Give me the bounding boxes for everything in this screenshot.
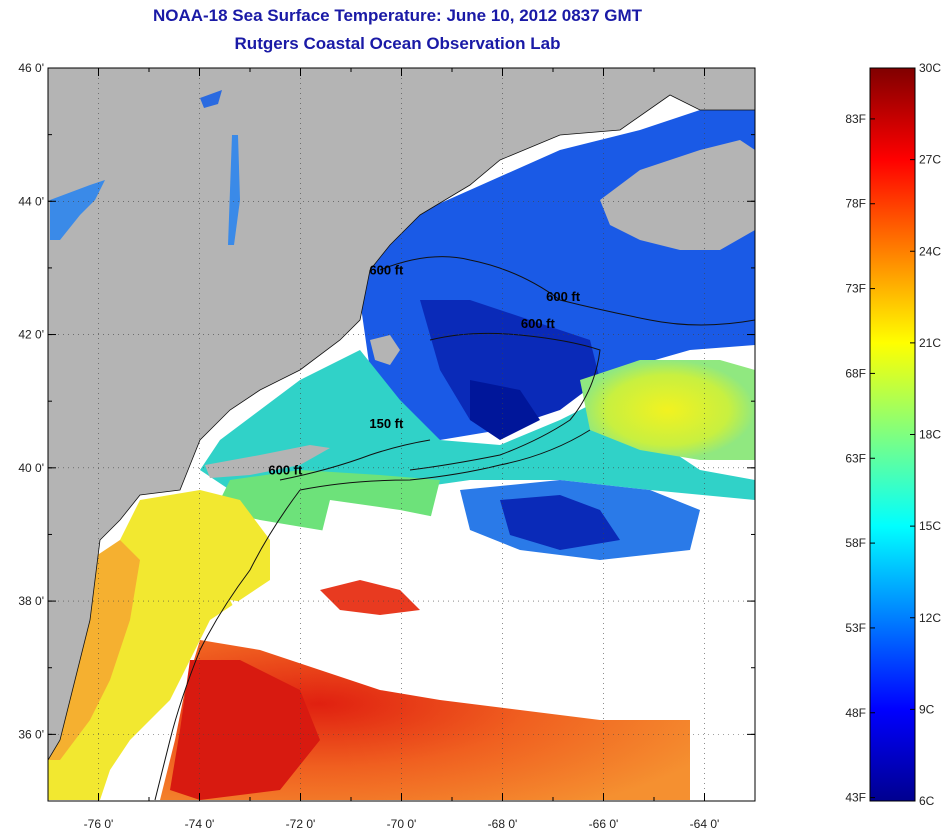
- lat-tick-label: 42 0': [18, 328, 44, 342]
- isobath-label: 600 ft: [546, 289, 581, 304]
- lake-small: [200, 90, 222, 108]
- lake-ontario: [50, 180, 105, 240]
- colorbar-f-label: 48F: [845, 706, 866, 720]
- cloud-patch-south: [230, 600, 755, 720]
- land-long-island: [205, 445, 330, 478]
- lat-tick-label: 40 0': [18, 461, 44, 475]
- colorbar-f-label: 43F: [845, 791, 866, 805]
- isobath-600ft-georges: [409, 332, 601, 471]
- colorbar-c-label: 15C: [919, 519, 941, 533]
- sst-very-cold-water: [420, 300, 600, 430]
- colorbar: 30C 27C 24C 21C 18C 15C 12C 9C 6C 83F 78F 73F 68F 63F…: [845, 61, 941, 808]
- colorbar-c-label: 6C: [919, 794, 935, 808]
- contour-labels: 600 ft 600 ft 600 ft 150 ft 600 ft: [268, 263, 580, 478]
- sst-field: [48, 68, 755, 801]
- sst-coldest-patch: [470, 380, 540, 440]
- colorbar-c-label: 27C: [919, 153, 941, 167]
- colorbar-f-label: 63F: [845, 451, 866, 465]
- lon-tick-label: -70 0': [387, 817, 417, 831]
- colorbar-f-label: 73F: [845, 282, 866, 296]
- sst-offshore-darkblue: [500, 495, 620, 550]
- sst-warm-filament: [320, 580, 420, 615]
- map-title: NOAA-18 Sea Surface Temperature: June 10…: [152, 6, 643, 25]
- sst-shelf-water: [200, 350, 755, 500]
- colorbar-c-label: 18C: [919, 428, 941, 442]
- colorbar-c-label: 30C: [919, 61, 941, 75]
- lon-tick-label: -68 0': [488, 817, 518, 831]
- isobath-label: 600 ft: [521, 316, 556, 331]
- sst-coastal-warm: [48, 490, 270, 800]
- lake-champlain: [228, 135, 240, 245]
- land-cape-cod: [370, 335, 400, 365]
- colorbar-c-label: 9C: [919, 702, 935, 716]
- colorbar-ticks: 30C 27C 24C 21C 18C 15C 12C 9C 6C 83F 78F 73F 68F 63F…: [845, 61, 941, 808]
- sst-coastal-orange: [48, 540, 140, 760]
- sst-gulf-stream-core: [170, 660, 320, 800]
- lat-tick-label: 44 0': [18, 194, 44, 208]
- isobath-label: 600 ft: [369, 263, 404, 278]
- lon-tick-label: -74 0': [185, 817, 215, 831]
- colorbar-scale: [869, 67, 916, 802]
- lat-lon-grid: [48, 67, 755, 801]
- lon-tick-label: -76 0': [84, 817, 114, 831]
- colorbar-f-label: 78F: [845, 197, 866, 211]
- map-subtitle: Rutgers Coastal Ocean Observation Lab: [234, 34, 561, 53]
- lat-tick-label: 46 0': [18, 61, 44, 75]
- colorbar-f-label: 83F: [845, 112, 866, 126]
- colorbar-c-label: 21C: [919, 336, 941, 350]
- land-mainland: [48, 68, 755, 760]
- lon-tick-label: -66 0': [589, 817, 619, 831]
- colorbar-c-label: 24C: [919, 244, 941, 258]
- map-ticks: 46 0' 44 0' 42 0' 40 0' 38 0' 36 0' -76 0' -74 …: [18, 61, 756, 831]
- colorbar-f-label: 68F: [845, 366, 866, 380]
- cloud-patch-central: [320, 500, 480, 580]
- colorbar-f-label: 53F: [845, 621, 866, 635]
- lat-tick-label: 36 0': [18, 727, 44, 741]
- isobath-600ft-shelf-break: [154, 429, 591, 801]
- colorbar-c-label: 12C: [919, 611, 941, 625]
- isobath-label: 600 ft: [268, 462, 303, 477]
- lat-tick-label: 38 0': [18, 594, 44, 608]
- colorbar-f-label: 58F: [845, 536, 866, 550]
- coastline: [48, 94, 755, 761]
- isobath-600ft: [379, 256, 755, 326]
- lon-tick-label: -64 0': [690, 817, 720, 831]
- land-nova-scotia: [600, 140, 755, 250]
- sst-map: 46 0' 44 0' 42 0' 40 0' 38 0' 36 0' -76 0' -74 …: [18, 61, 756, 831]
- lon-tick-label: -72 0': [286, 817, 316, 831]
- isobath-150ft: [279, 439, 431, 481]
- isobath-label: 150 ft: [369, 416, 404, 431]
- sst-warm-eddy: [580, 360, 755, 460]
